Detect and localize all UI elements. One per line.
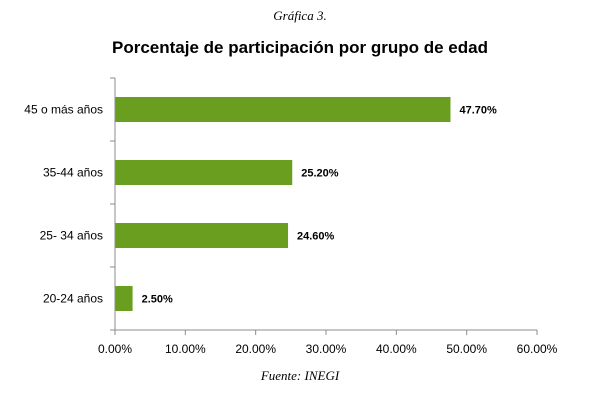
- x-tick-label: 20.00%: [235, 342, 276, 356]
- bar: [115, 97, 451, 122]
- category-label: 20-24 años: [43, 292, 103, 306]
- x-tick-label: 10.00%: [165, 342, 206, 356]
- chart-title: Porcentaje de participación por grupo de…: [112, 38, 488, 57]
- x-tick-label: 30.00%: [306, 342, 347, 356]
- bar: [115, 160, 293, 185]
- data-label: 24.60%: [297, 231, 335, 243]
- bar: [115, 286, 133, 311]
- x-tick-label: 0.00%: [98, 342, 132, 356]
- source-note: Fuente: INEGI: [260, 368, 340, 383]
- data-label: 2.50%: [142, 294, 173, 306]
- data-label: 25.20%: [301, 168, 339, 180]
- category-label: 25- 34 años: [40, 229, 103, 243]
- x-tick-label: 60.00%: [517, 342, 558, 356]
- category-label: 45 o más años: [24, 103, 103, 117]
- data-label: 47.70%: [459, 105, 497, 117]
- bar: [115, 223, 289, 248]
- category-label: 35-44 años: [43, 166, 103, 180]
- x-tick-label: 50.00%: [446, 342, 487, 356]
- figure-caption: Gráfica 3.: [273, 8, 327, 23]
- x-tick-label: 40.00%: [376, 342, 417, 356]
